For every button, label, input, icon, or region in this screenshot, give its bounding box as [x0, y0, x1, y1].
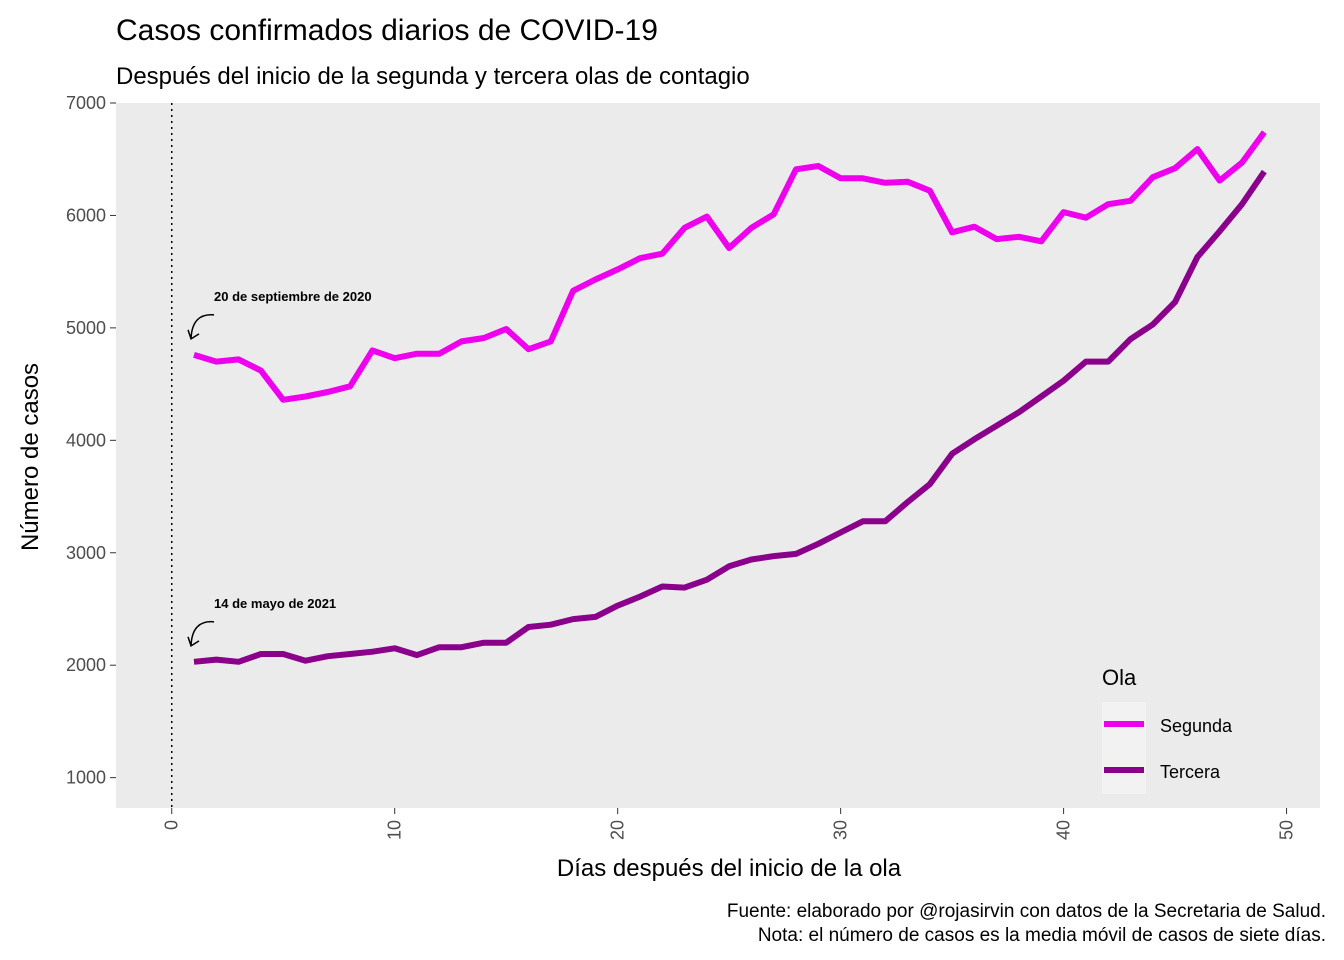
x-axis-title: Días después del inicio de la ola — [557, 855, 902, 882]
annotation-arrow — [190, 314, 215, 339]
series-line-segunda — [193, 130, 1267, 403]
caption-source: Fuente: elaborado por @rojasirvin con da… — [727, 901, 1326, 922]
x-tick-label: 10 — [385, 820, 405, 840]
series-line-tercera — [193, 169, 1267, 665]
annotation-label: 14 de mayo de 2021 — [214, 596, 336, 611]
y-tick-label: 2000 — [66, 655, 106, 675]
legend-key-background — [1102, 702, 1146, 794]
y-axis-title: Número de casos — [17, 363, 44, 551]
legend: Ola Segunda Tercera — [1102, 665, 1233, 794]
y-tick-label: 4000 — [66, 430, 106, 450]
caption-note: Nota: el número de casos es la media móv… — [758, 925, 1326, 946]
legend-label-segunda: Segunda — [1160, 716, 1233, 736]
y-tick-label: 7000 — [66, 93, 106, 113]
legend-title: Ola — [1102, 665, 1137, 690]
y-tick-label: 5000 — [66, 318, 106, 338]
chart-title: Casos confirmados diarios de COVID-19 — [116, 14, 658, 47]
y-axis: 1000 2000 3000 4000 5000 6000 7000 — [66, 93, 116, 788]
annotation-arrowhead — [187, 636, 200, 647]
annotation-arrow — [190, 621, 215, 646]
series-layer — [193, 130, 1267, 665]
legend-label-tercera: Tercera — [1160, 762, 1221, 782]
x-axis: 0 10 20 30 40 50 — [162, 808, 1297, 840]
x-tick-label: 20 — [608, 820, 628, 840]
annotation-arrowhead — [187, 329, 200, 341]
plot-panel — [116, 103, 1320, 808]
annotation-label: 20 de septiembre de 2020 — [214, 289, 372, 304]
x-tick-label: 30 — [831, 820, 851, 840]
y-tick-label: 1000 — [66, 768, 106, 788]
x-tick-label: 40 — [1054, 820, 1074, 840]
y-tick-label: 3000 — [66, 543, 106, 563]
x-tick-label: 0 — [162, 820, 182, 830]
x-tick-label: 50 — [1277, 820, 1297, 840]
y-tick-label: 6000 — [66, 205, 106, 225]
chart-subtitle: Después del inicio de la segunda y terce… — [116, 63, 750, 90]
annotations: 20 de septiembre de 2020 14 de mayo de 20… — [187, 289, 372, 647]
